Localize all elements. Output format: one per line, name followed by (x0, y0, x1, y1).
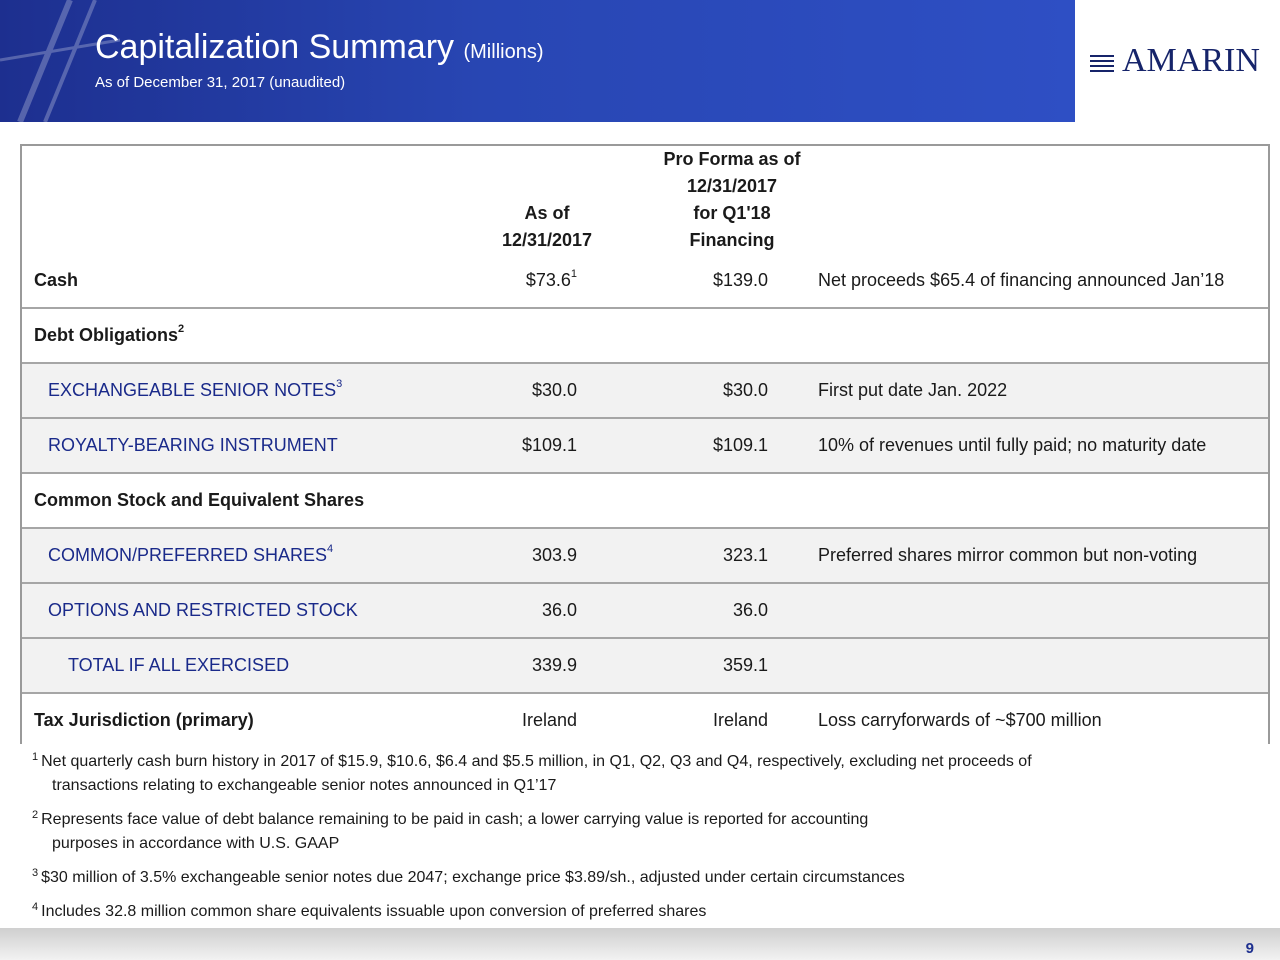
footer-bar (0, 928, 1280, 960)
as-of-value: $109.1 (521, 435, 577, 455)
footnote-text: Includes 32.8 million common share equiv… (41, 903, 707, 920)
footnote-ref: 4 (327, 543, 334, 555)
col-header-pro-forma-line3: for Q1'18 (693, 203, 771, 223)
table-header-row: As of 12/31/2017 Pro Forma as of 12/31/2… (22, 146, 1268, 256)
footnote-ref: 1 (570, 268, 577, 280)
row-label-text: COMMON/PREFERRED SHARES (48, 545, 328, 565)
as-of-value-text: $73.6 (525, 270, 571, 290)
col-header-pro-forma-line4: Financing (689, 230, 775, 250)
row-label: Cash (34, 270, 79, 290)
row-label-text: EXCHANGEABLE SENIOR NOTES (48, 380, 337, 400)
pro-forma-value: Ireland (712, 710, 768, 730)
banner-stripes-decoration (0, 0, 120, 122)
footnote-ref: 3 (336, 378, 343, 390)
logo-text: AMARIN (1122, 42, 1260, 79)
as-of-value: 303.9 (531, 545, 577, 565)
col-header-as-of: As of 12/31/2017 (482, 200, 612, 254)
row-label: EXCHANGEABLE SENIOR NOTES3 (48, 364, 342, 417)
col-header-pro-forma-line1: Pro Forma as of (663, 149, 801, 169)
row-note: Net proceeds $65.4 of financing announce… (818, 270, 1225, 290)
row-label: Debt Obligations2 (34, 309, 184, 362)
pro-forma-value: 36.0 (732, 600, 768, 620)
as-of-value: $73.61 (422, 254, 577, 307)
col-header-as-of-line1: As of (524, 203, 570, 223)
page-number: 9 (1245, 940, 1254, 957)
col-header-pro-forma-line2: 12/31/2017 (686, 176, 778, 196)
row-label-text: Debt Obligations (34, 325, 178, 345)
table-row-common-preferred-shares: COMMON/PREFERRED SHARES4 303.9 323.1 Pre… (22, 529, 1268, 584)
row-label: COMMON/PREFERRED SHARES4 (48, 529, 333, 582)
table-row-royalty-instrument: ROYALTY-BEARING INSTRUMENT $109.1 $109.1… (22, 419, 1268, 474)
footnote-number: 4 (32, 901, 39, 913)
table-row-common-stock: Common Stock and Equivalent Shares (22, 474, 1268, 529)
pro-forma-value: $30.0 (722, 380, 768, 400)
footnote-number: 2 (32, 809, 39, 821)
page-subtitle: As of December 31, 2017 (unaudited) (95, 74, 346, 91)
title-text: Capitalization Summary (95, 28, 455, 66)
footnote-number: 3 (32, 867, 39, 879)
footnote-continuation: purposes in accordance with U.S. GAAP (52, 835, 340, 852)
row-label: Common Stock and Equivalent Shares (34, 490, 365, 510)
amarin-logo: AMARIN (1090, 40, 1265, 80)
row-label: ROYALTY-BEARING INSTRUMENT (48, 435, 338, 455)
footnote-continuation: transactions relating to exchangeable se… (52, 777, 557, 794)
as-of-value: 36.0 (541, 600, 577, 620)
as-of-value: $30.0 (531, 380, 577, 400)
row-label: OPTIONS AND RESTRICTED STOCK (48, 600, 358, 620)
pro-forma-value: 359.1 (722, 655, 768, 675)
as-of-value: 339.9 (531, 655, 577, 675)
pro-forma-value: $109.1 (712, 435, 768, 455)
row-label: TOTAL IF ALL EXERCISED (68, 655, 290, 675)
footnote-ref: 2 (178, 323, 185, 335)
row-label: Tax Jurisdiction (primary) (34, 710, 254, 730)
footnote-text: Net quarterly cash burn history in 2017 … (41, 753, 1032, 770)
footnote-number: 1 (32, 751, 39, 763)
footnote-2: 2 Represents face value of debt balance r… (32, 808, 869, 852)
row-note: 10% of revenues until fully paid; no mat… (818, 435, 1207, 455)
footnote-3: 3 $30 million of 3.5% exchangeable senior… (32, 866, 905, 891)
footnote-text: $30 million of 3.5% exchangeable senior … (41, 869, 905, 886)
as-of-value: Ireland (521, 710, 577, 730)
footnote-1: 1 Net quarterly cash burn history in 2017… (32, 750, 1032, 794)
capitalization-table: As of 12/31/2017 Pro Forma as of 12/31/2… (20, 144, 1270, 749)
footnote-text: Represents face value of debt balance re… (41, 811, 869, 828)
table-row-cash: Cash $73.61 $139.0 Net proceeds $65.4 of… (22, 254, 1268, 309)
table-row-debt-obligations: Debt Obligations2 (22, 309, 1268, 364)
table-row-tax-jurisdiction: Tax Jurisdiction (primary) Ireland Irela… (22, 694, 1268, 749)
row-note: Preferred shares mirror common but non-v… (818, 545, 1198, 565)
table-row-options: OPTIONS AND RESTRICTED STOCK 36.0 36.0 (22, 584, 1268, 639)
table-row-total: TOTAL IF ALL EXERCISED 339.9 359.1 (22, 639, 1268, 694)
row-note: Loss carryforwards of ~$700 million (818, 710, 1102, 730)
pro-forma-value: $139.0 (712, 270, 768, 290)
table-row-exchangeable-notes: EXCHANGEABLE SENIOR NOTES3 $30.0 $30.0 F… (22, 364, 1268, 419)
logo-mark-icon (1090, 55, 1114, 72)
col-header-pro-forma: Pro Forma as of 12/31/2017 for Q1'18 Fin… (647, 146, 817, 254)
row-note: First put date Jan. 2022 (818, 380, 1008, 400)
col-header-as-of-line2: 12/31/2017 (501, 230, 593, 250)
title-unit: (Millions) (463, 41, 544, 63)
footnote-4: 4 Includes 32.8 million common share equi… (32, 900, 706, 925)
page-title: Capitalization Summary (Millions) (95, 28, 543, 67)
pro-forma-value: 323.1 (722, 545, 768, 565)
header-banner: Capitalization Summary (Millions) As of … (0, 0, 1075, 122)
